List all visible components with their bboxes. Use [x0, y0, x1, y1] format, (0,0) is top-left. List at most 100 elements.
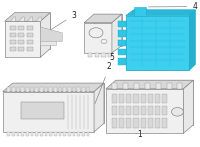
Polygon shape	[10, 47, 16, 51]
Polygon shape	[12, 132, 15, 136]
Polygon shape	[18, 33, 24, 37]
Polygon shape	[3, 92, 94, 132]
Polygon shape	[27, 40, 33, 44]
Polygon shape	[49, 132, 52, 136]
Polygon shape	[148, 106, 153, 115]
Polygon shape	[177, 83, 182, 89]
Polygon shape	[156, 83, 161, 89]
Polygon shape	[145, 83, 150, 89]
Polygon shape	[119, 106, 124, 115]
Polygon shape	[27, 33, 33, 37]
Polygon shape	[118, 58, 126, 65]
Polygon shape	[45, 132, 47, 136]
Polygon shape	[167, 83, 172, 89]
Polygon shape	[40, 132, 43, 136]
Polygon shape	[40, 27, 62, 41]
Polygon shape	[126, 94, 131, 103]
Polygon shape	[19, 17, 24, 21]
Polygon shape	[27, 47, 33, 51]
Polygon shape	[84, 23, 112, 53]
Polygon shape	[162, 94, 167, 103]
Polygon shape	[54, 87, 57, 92]
FancyBboxPatch shape	[21, 102, 64, 119]
Polygon shape	[77, 87, 80, 92]
Polygon shape	[126, 118, 131, 128]
Polygon shape	[18, 47, 24, 51]
Polygon shape	[112, 14, 122, 53]
Polygon shape	[155, 118, 160, 128]
Polygon shape	[13, 83, 104, 123]
Polygon shape	[141, 106, 146, 115]
Polygon shape	[7, 132, 10, 136]
Polygon shape	[26, 132, 29, 136]
Polygon shape	[40, 87, 43, 92]
Polygon shape	[119, 94, 124, 103]
Polygon shape	[10, 40, 16, 44]
Polygon shape	[118, 49, 126, 55]
Polygon shape	[3, 83, 104, 92]
Polygon shape	[17, 87, 19, 92]
Polygon shape	[134, 7, 146, 16]
Polygon shape	[162, 118, 167, 128]
Polygon shape	[148, 94, 153, 103]
Polygon shape	[95, 53, 99, 57]
Polygon shape	[133, 94, 139, 103]
Polygon shape	[112, 118, 117, 128]
Polygon shape	[133, 106, 139, 115]
Polygon shape	[108, 53, 112, 57]
Polygon shape	[45, 87, 47, 92]
Polygon shape	[63, 132, 66, 136]
Polygon shape	[7, 87, 10, 92]
Polygon shape	[141, 94, 146, 103]
Polygon shape	[54, 132, 57, 136]
Polygon shape	[126, 16, 189, 70]
Polygon shape	[106, 89, 183, 133]
Polygon shape	[141, 118, 146, 128]
Polygon shape	[133, 118, 139, 128]
Polygon shape	[59, 87, 61, 92]
Polygon shape	[82, 87, 85, 92]
Polygon shape	[112, 83, 117, 89]
Polygon shape	[10, 33, 16, 37]
Polygon shape	[40, 13, 50, 57]
Polygon shape	[11, 17, 16, 21]
Text: 3: 3	[51, 11, 76, 30]
Polygon shape	[155, 94, 160, 103]
Polygon shape	[73, 132, 75, 136]
Text: 4: 4	[148, 2, 197, 11]
Polygon shape	[21, 87, 24, 92]
Text: 5: 5	[109, 53, 114, 62]
Polygon shape	[31, 132, 33, 136]
Polygon shape	[148, 118, 153, 128]
Text: 2: 2	[95, 62, 112, 103]
Polygon shape	[118, 30, 126, 37]
Polygon shape	[18, 40, 24, 44]
Polygon shape	[112, 106, 117, 115]
Polygon shape	[59, 132, 61, 136]
Text: 1: 1	[136, 130, 141, 139]
Polygon shape	[94, 14, 122, 46]
Polygon shape	[119, 118, 124, 128]
Polygon shape	[88, 53, 92, 57]
Polygon shape	[49, 87, 52, 92]
Polygon shape	[68, 87, 71, 92]
Polygon shape	[118, 40, 126, 46]
Polygon shape	[5, 21, 40, 57]
Polygon shape	[82, 132, 85, 136]
Polygon shape	[101, 53, 106, 57]
Polygon shape	[94, 83, 104, 132]
Polygon shape	[134, 83, 139, 89]
Polygon shape	[118, 21, 126, 27]
Polygon shape	[15, 13, 50, 49]
Polygon shape	[106, 80, 193, 89]
Polygon shape	[84, 14, 122, 23]
Polygon shape	[26, 87, 29, 92]
Polygon shape	[183, 80, 193, 133]
Polygon shape	[31, 87, 33, 92]
Polygon shape	[28, 17, 33, 21]
Polygon shape	[10, 26, 16, 30]
Polygon shape	[77, 132, 80, 136]
Polygon shape	[126, 10, 195, 16]
Polygon shape	[162, 106, 167, 115]
Polygon shape	[112, 94, 117, 103]
